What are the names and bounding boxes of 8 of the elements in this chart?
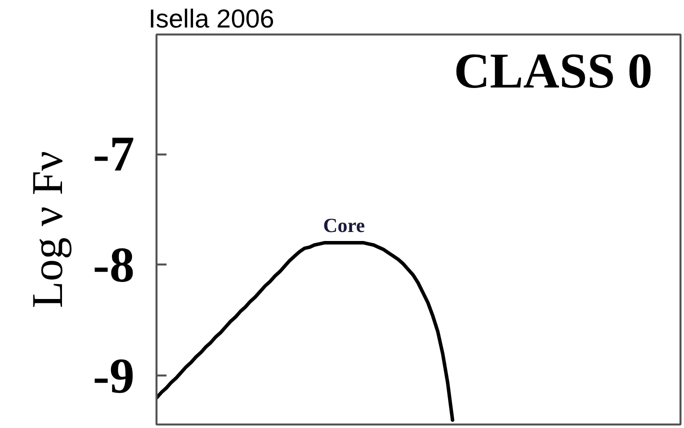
text: Isella 2006 <box>148 4 274 34</box>
y-tick-label: -7 <box>92 126 135 182</box>
y-tick-label: -8 <box>92 236 135 292</box>
annotation: Core <box>323 214 366 237</box>
y-tick-label: -9 <box>92 347 135 404</box>
line-series <box>156 241 454 422</box>
y-axis-title: Log ν Fν <box>22 150 72 308</box>
chart-title: CLASS 0 <box>454 42 653 98</box>
